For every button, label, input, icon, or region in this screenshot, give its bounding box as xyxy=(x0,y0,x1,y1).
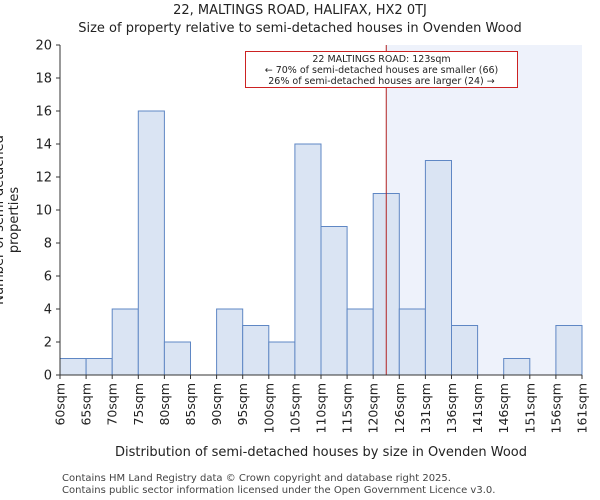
bar xyxy=(216,308,244,376)
x-tick-label: 80sqm xyxy=(157,383,172,426)
bar xyxy=(242,325,270,376)
x-tick-label: 95sqm xyxy=(235,383,250,426)
annotation-line-1: 22 MALTINGS ROAD: 123sqm xyxy=(312,54,451,65)
y-tick-label: 10 xyxy=(35,204,52,219)
annotation-line-2: ← 70% of semi-detached houses are smalle… xyxy=(264,65,499,76)
bar xyxy=(85,358,113,376)
x-tick-label: 141sqm xyxy=(470,383,485,433)
x-tick-label: 151sqm xyxy=(522,383,537,433)
bar xyxy=(424,160,452,376)
y-tick-label: 18 xyxy=(35,72,52,87)
bar xyxy=(59,358,87,376)
x-tick-label: 110sqm xyxy=(314,383,329,433)
bar xyxy=(294,143,322,376)
bar xyxy=(555,325,583,376)
bar xyxy=(163,341,191,376)
y-tick-label: 16 xyxy=(35,105,52,120)
x-tick-label: 100sqm xyxy=(261,383,276,433)
x-tick-label: 105sqm xyxy=(287,383,302,433)
property-annotation: 22 MALTINGS ROAD: 123sqm ← 70% of semi-d… xyxy=(245,51,518,88)
x-tick-label: 126sqm xyxy=(392,383,407,433)
bar xyxy=(451,325,479,376)
footer-copyright: Contains HM Land Registry data © Crown c… xyxy=(62,473,451,484)
x-tick-label: 65sqm xyxy=(79,383,94,426)
x-tick-label: 161sqm xyxy=(575,383,590,433)
x-tick-label: 131sqm xyxy=(418,383,433,433)
x-tick-label: 115sqm xyxy=(340,383,355,433)
bar xyxy=(137,110,165,376)
bar xyxy=(398,308,426,376)
x-tick-label: 75sqm xyxy=(131,383,146,426)
x-tick-label: 156sqm xyxy=(548,383,563,433)
chart-title: 22, MALTINGS ROAD, HALIFAX, HX2 0TJ xyxy=(173,3,427,18)
bar xyxy=(268,341,296,376)
y-tick-label: 8 xyxy=(44,237,52,252)
x-tick-label: 146sqm xyxy=(496,383,511,433)
y-axis-label: Number of semi-detached properties xyxy=(0,135,22,305)
annotation-line-3: 26% of semi-detached houses are larger (… xyxy=(268,76,495,87)
y-tick-label: 12 xyxy=(35,171,52,186)
bar xyxy=(320,226,348,376)
y-tick-label: 20 xyxy=(35,39,52,54)
bar xyxy=(503,358,531,376)
x-tick-label: 120sqm xyxy=(366,383,381,433)
y-tick-label: 6 xyxy=(44,270,52,285)
y-tick-label: 4 xyxy=(44,303,52,318)
x-tick-label: 85sqm xyxy=(183,383,198,426)
y-tick-label: 2 xyxy=(44,336,52,351)
y-tick-label: 14 xyxy=(35,138,52,153)
bar xyxy=(111,308,139,376)
x-axis-label: Distribution of semi-detached houses by … xyxy=(114,445,527,460)
x-tick-label: 90sqm xyxy=(209,383,224,426)
x-tick-label: 136sqm xyxy=(444,383,459,433)
y-tick-label: 0 xyxy=(44,369,52,384)
bar xyxy=(346,308,374,376)
x-tick-label: 60sqm xyxy=(53,383,68,426)
footer-licence: Contains public sector information licen… xyxy=(62,485,496,496)
chart-subtitle: Size of property relative to semi-detach… xyxy=(78,21,522,36)
x-tick-label: 70sqm xyxy=(105,383,120,426)
